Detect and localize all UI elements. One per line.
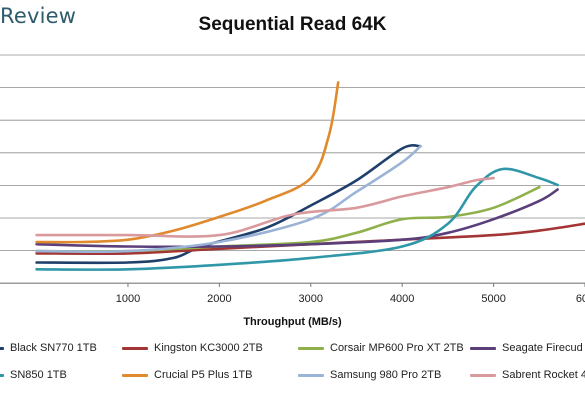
legend-label: Samsung 980 Pro 2TB [330, 369, 442, 381]
legend-entry: Sabrent Rocket 4 [470, 369, 585, 381]
x-axis-label: Throughput (MB/s) [243, 316, 342, 328]
legend-swatch [0, 346, 4, 350]
legend-label: Crucial P5 Plus 1TB [154, 369, 253, 381]
legend-swatch [298, 346, 324, 350]
x-tick-label: 600 [576, 293, 585, 305]
legend-label: Sabrent Rocket 4 [502, 369, 585, 381]
legend-swatch [298, 373, 324, 377]
legend-entry: Crucial P5 Plus 1TB [122, 369, 252, 381]
series-line-5 [35, 167, 559, 271]
legend-entry: Seagate Firecud [470, 342, 583, 354]
series-line-7 [35, 144, 422, 254]
legend-swatch [122, 346, 148, 350]
series-line-6 [35, 81, 340, 244]
legend-label: Black SN770 1TB [10, 342, 97, 354]
legend-swatch [0, 373, 4, 377]
series-line-8 [35, 176, 495, 238]
legend-entry: Samsung 980 Pro 2TB [298, 369, 441, 381]
x-tick-label: 3000 [299, 293, 323, 305]
chart-title: Sequential Read 64K [198, 14, 387, 35]
legend-swatch [122, 373, 148, 377]
legend-label: Kingston KC3000 2TB [154, 342, 263, 354]
series-line-1 [35, 144, 422, 265]
brand-logo-text: Review [0, 4, 77, 28]
x-tick-label: 1000 [116, 293, 140, 305]
legend-label: Corsair MP600 Pro XT 2TB [330, 342, 464, 354]
series-line-4 [35, 188, 559, 249]
legend-entry: Corsair MP600 Pro XT 2TB [298, 342, 464, 354]
legend-label: SN850 1TB [10, 369, 67, 381]
legend-swatch [470, 373, 496, 377]
x-tick-label: 2000 [207, 293, 231, 305]
legend-label: Seagate Firecud [502, 342, 583, 354]
x-tick-label: 5000 [481, 293, 505, 305]
x-tick-label: 4000 [390, 293, 414, 305]
legend-entry: SN850 1TB [0, 369, 67, 381]
legend-entry: Black SN770 1TB [0, 342, 97, 354]
legend-swatch [470, 346, 496, 350]
legend-entry: Kingston KC3000 2TB [122, 342, 263, 354]
